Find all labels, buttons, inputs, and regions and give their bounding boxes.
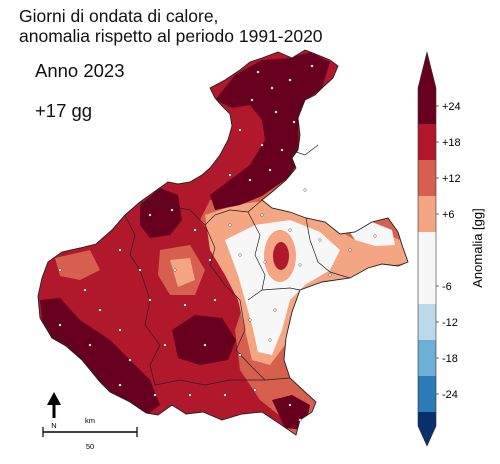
map-title: Giorni di ondata di calore, anomalia ris… <box>19 6 323 46</box>
colorbar-class-near-normal <box>418 232 436 304</box>
colorbar-tick-plus-24: +24 <box>442 101 461 113</box>
colorbar-tick-minus-24: -24 <box>442 389 458 401</box>
year-label: Anno 2023 <box>35 60 125 81</box>
colorbar-tick-plus-12: +12 <box>442 173 461 185</box>
anomaly-fill-above-24-south <box>172 315 236 365</box>
anomaly-fill-above-24-north <box>210 52 330 210</box>
colorbar-class-12-18 <box>418 160 436 196</box>
colorbar-class-minus-18-24 <box>418 376 436 412</box>
colorbar-outline <box>417 51 437 447</box>
anomaly-fill-garda <box>55 250 100 280</box>
anomaly-fill-centre-core <box>273 242 289 270</box>
colorbar-label: Anomalia [gg] <box>470 208 485 288</box>
anomaly-fill-above-24-west <box>140 188 182 238</box>
colorbar-tick-marks <box>436 105 439 395</box>
anomaly-fill-above-24-southwest <box>40 298 160 420</box>
north-arrow: N <box>47 392 61 430</box>
anomaly-fill-near-normal <box>225 220 340 355</box>
north-arrow-label: N <box>51 421 56 430</box>
anomaly-fill-vicenza-core <box>170 258 195 287</box>
colorbar-extend-top <box>418 52 436 88</box>
border-rovigo <box>154 379 265 386</box>
colorbar-tick-plus-18: +18 <box>442 137 461 149</box>
colorbar-class-below-24 <box>418 412 436 426</box>
title-line-2: anomalia rispetto al periodo 1991-2020 <box>19 26 323 46</box>
colorbar-tick-plus-6: +6 <box>442 209 455 221</box>
colorbar-tick-minus-6: -6 <box>442 281 452 293</box>
colorbar: +24 +18 +12 +6 -6 -12 -18 -24 Anomalia [… <box>417 51 485 447</box>
scale-bar-unit: km <box>85 416 95 425</box>
colorbar-class-minus-12-18 <box>418 340 436 376</box>
border-venezia <box>261 287 301 291</box>
border-belluno-treviso <box>204 199 263 226</box>
colorbar-tick-minus-18: -18 <box>442 353 458 365</box>
colorbar-extend-bottom <box>418 426 436 446</box>
border-belluno-north <box>289 144 319 156</box>
anomaly-value: +17 gg <box>35 100 93 121</box>
colorbar-class-6-12 <box>418 196 436 232</box>
colorbar-tick-minus-12: -12 <box>442 317 458 329</box>
border-treviso-venezia <box>305 217 351 279</box>
colorbar-class-minus-6-12 <box>418 304 436 340</box>
north-arrow-icon <box>47 392 61 405</box>
colorbar-class-18-24 <box>418 124 436 160</box>
colorbar-class-above-24 <box>418 88 436 124</box>
title-line-1: Giorni di ondata di calore, <box>19 6 219 26</box>
border-treviso-padova <box>247 211 266 301</box>
veneto-map <box>37 49 409 436</box>
scale-bar: km 50 <box>42 416 138 451</box>
border-vicenza-padova <box>139 201 291 381</box>
station-markers <box>58 64 377 422</box>
scale-bar-value: 50 <box>86 442 94 451</box>
